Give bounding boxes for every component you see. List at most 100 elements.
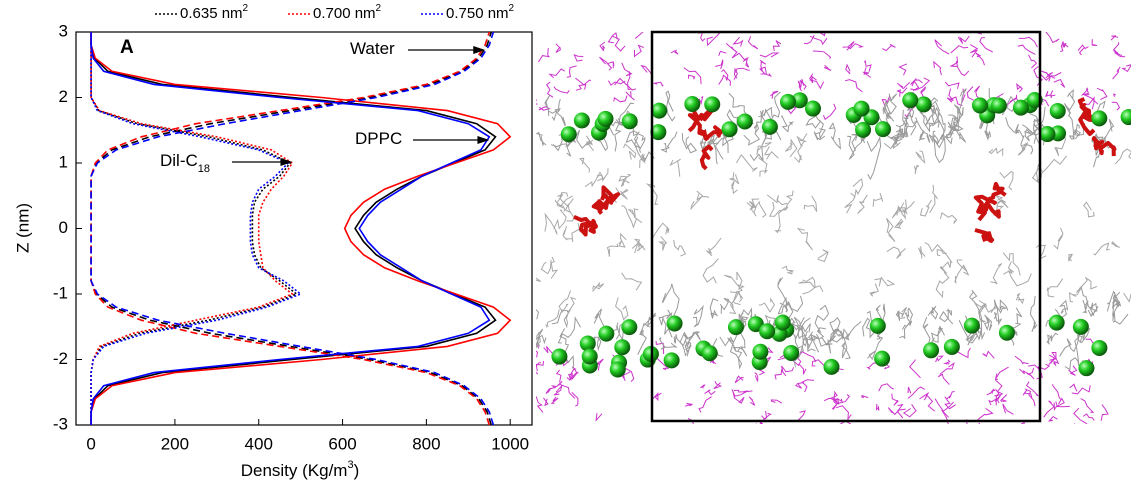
- lipid-tail: [681, 133, 698, 154]
- water-molecule: [553, 383, 563, 396]
- water-molecule: [770, 399, 783, 404]
- headgroup-bead: [853, 100, 870, 117]
- lipid-tail: [796, 227, 814, 251]
- water-molecule: [553, 86, 570, 94]
- headgroup-bead: [774, 314, 791, 331]
- headgroup-bead: [560, 126, 577, 143]
- headgroup-bead: [998, 324, 1015, 341]
- lipid-tail: [903, 110, 917, 136]
- water-molecule: [1016, 83, 1024, 93]
- water-molecule: [599, 56, 613, 71]
- lipid-tail: [637, 323, 651, 355]
- headgroup-bead: [1012, 99, 1029, 116]
- water-molecule: [754, 372, 759, 382]
- lipid-tail: [793, 323, 811, 368]
- annotation-text: Dil-C: [160, 151, 198, 170]
- lipid-tail: [930, 325, 945, 343]
- lipid-tail: [631, 238, 643, 249]
- lipid-tail: [756, 142, 772, 156]
- lipid-tail: [1036, 155, 1068, 182]
- lipid-tail: [919, 199, 932, 217]
- headgroup-bead: [791, 92, 808, 109]
- lipid-tail: [935, 271, 950, 299]
- annotation-arrowhead: [280, 158, 293, 166]
- lipid-tail: [1022, 106, 1046, 136]
- water-molecule: [735, 67, 750, 73]
- water-molecule: [955, 60, 970, 77]
- water-molecule: [571, 392, 579, 407]
- water-molecule: [1045, 32, 1060, 44]
- lipid-tail: [956, 88, 967, 123]
- lipid-tail: [1076, 285, 1099, 312]
- water-molecule: [575, 84, 587, 91]
- legend-text: 0.750 nm: [446, 5, 509, 22]
- lipid-tail: [896, 199, 907, 220]
- lipid-tail: [872, 193, 884, 207]
- lipid-tail: [898, 202, 908, 215]
- water-molecule: [731, 51, 749, 61]
- lipid-tail: [882, 93, 897, 119]
- y-axis-label: Z (nm): [13, 203, 32, 253]
- water-molecule: [887, 407, 906, 416]
- water-molecule: [755, 420, 764, 424]
- water-molecule: [733, 67, 738, 80]
- water-molecule: [683, 67, 702, 85]
- water-molecule: [734, 375, 744, 384]
- water-molecule: [550, 380, 563, 388]
- x-tick-label: 1000: [491, 434, 529, 453]
- lipid-tail: [564, 203, 575, 222]
- lipid-tail: [784, 190, 794, 211]
- lipid-tail: [895, 306, 908, 322]
- lipid-tail: [774, 207, 786, 234]
- water-molecule: [891, 393, 899, 406]
- water-molecule: [920, 86, 926, 98]
- headgroup-bead: [779, 93, 796, 110]
- lipid-tail: [658, 236, 668, 251]
- lipid-tail: [781, 265, 794, 275]
- lipid-tail: [764, 146, 779, 160]
- water-molecule: [713, 380, 723, 390]
- headgroup-bead: [1091, 110, 1108, 127]
- lipid-tail: [700, 138, 718, 165]
- water-molecule: [1025, 381, 1039, 397]
- lipid-tail: [1046, 332, 1059, 345]
- water-molecule: [1024, 388, 1036, 407]
- density-curve: [90, 31, 495, 426]
- legend-sup: 2: [243, 3, 249, 14]
- lipid-tail: [953, 104, 963, 123]
- lipid-tail: [536, 332, 541, 350]
- water-molecule: [944, 81, 960, 89]
- y-tick-label: 2: [59, 87, 68, 106]
- headgroup-bead: [621, 113, 638, 130]
- annotation-sub: 18: [198, 163, 210, 175]
- water-molecule: [653, 81, 664, 87]
- headgroup-bead: [963, 317, 980, 334]
- headgroup-bead: [721, 121, 738, 138]
- lipid-tail: [821, 328, 837, 354]
- headgroup-bead: [651, 102, 668, 119]
- headgroup-bead: [579, 335, 596, 352]
- lipid-tail: [807, 327, 826, 340]
- lipid-tail: [550, 139, 574, 157]
- headgroup-bead: [609, 361, 626, 378]
- x-axis-label: Density (Kg/m3): [241, 459, 360, 481]
- water-molecule: [546, 81, 554, 98]
- lipid-tail: [990, 299, 1009, 314]
- simulation-box: [650, 30, 1042, 423]
- lipid-tail: [706, 237, 722, 257]
- water-molecule: [881, 95, 891, 107]
- water-molecule: [545, 386, 557, 395]
- lipid-tail: [867, 332, 884, 361]
- lipid-tail: [554, 98, 566, 127]
- y-tick-label: -3: [53, 414, 68, 433]
- water-molecule: [759, 52, 780, 58]
- water-molecule: [842, 41, 855, 51]
- annotation-text: DPPC: [355, 129, 402, 148]
- lipid-tail: [702, 258, 719, 284]
- lipid-tail: [618, 232, 627, 248]
- lipid-tail: [558, 290, 572, 313]
- panel-label: A: [120, 37, 134, 58]
- lipid-tail: [739, 307, 756, 325]
- water-molecule: [986, 388, 995, 396]
- lipid-tail: [545, 309, 560, 329]
